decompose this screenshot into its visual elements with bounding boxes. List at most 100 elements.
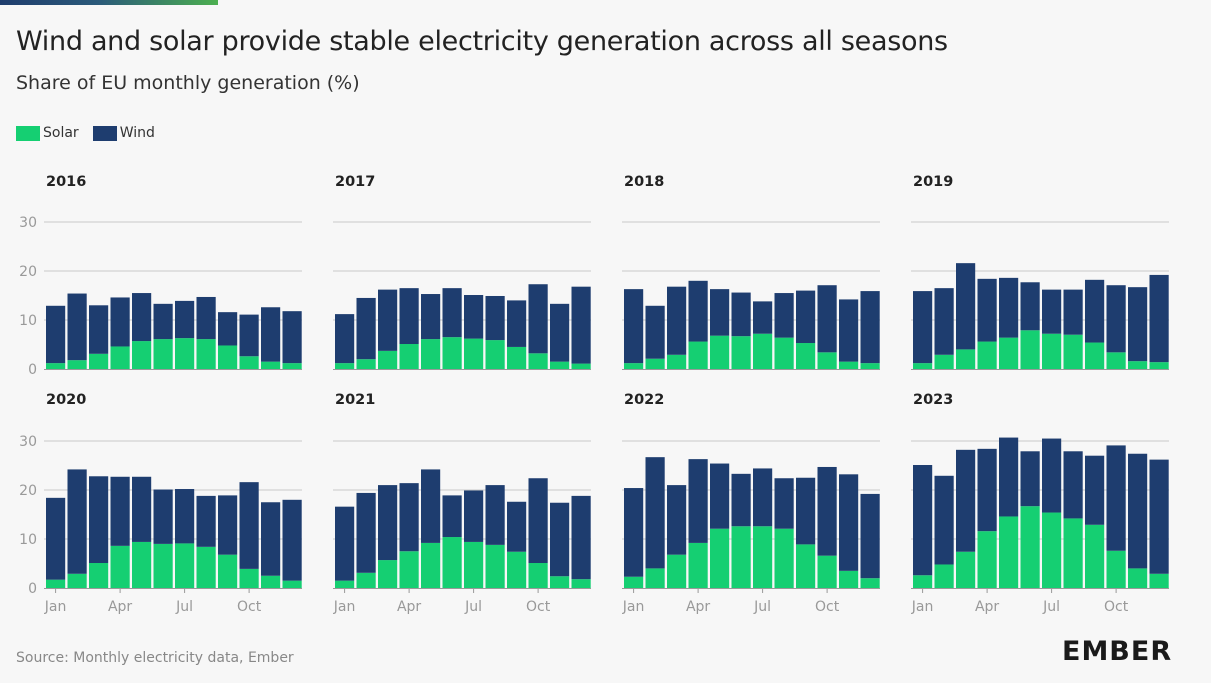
bar-solar	[860, 363, 880, 369]
bar-solar	[282, 580, 302, 588]
bar-solar	[956, 551, 976, 588]
bar-wind	[356, 492, 376, 573]
bar-wind	[710, 289, 730, 336]
bar-solar	[218, 345, 238, 369]
y-tick-label: 30	[19, 215, 37, 231]
bar-wind	[999, 437, 1019, 517]
bar-wind	[956, 263, 976, 350]
bar-wind	[839, 474, 859, 571]
bar-solar	[1085, 342, 1105, 369]
bar-solar	[796, 544, 816, 588]
bar-wind	[421, 294, 441, 340]
bar-solar	[999, 516, 1019, 588]
bar-solar	[774, 528, 794, 588]
bar-wind	[571, 495, 591, 580]
bar-wind	[356, 297, 376, 360]
x-tick-label: Oct	[815, 599, 840, 615]
bar-solar	[378, 350, 398, 369]
bar-solar	[239, 356, 259, 369]
bar-solar	[1149, 573, 1169, 588]
bar-solar	[1020, 506, 1040, 588]
bar-solar	[442, 337, 462, 369]
y-tick-label: 0	[28, 362, 37, 378]
bar-wind	[399, 288, 419, 345]
x-tick-label: Jul	[464, 599, 482, 615]
bar-solar	[710, 335, 730, 369]
bar-wind	[667, 286, 687, 355]
y-tick-label: 20	[19, 264, 37, 280]
bar-wind	[485, 485, 505, 545]
bar-wind	[731, 292, 751, 337]
bar-solar	[421, 542, 441, 588]
bar-solar	[378, 560, 398, 588]
bar-wind	[1128, 287, 1148, 362]
bar-wind	[46, 305, 66, 364]
x-tick-label: Apr	[108, 599, 132, 615]
bar-solar	[132, 341, 152, 369]
bar-solar	[550, 361, 570, 369]
bar-wind	[753, 301, 773, 334]
bar-solar	[67, 573, 87, 588]
panel-year-label: 2017	[335, 174, 375, 190]
panel-year-label: 2022	[624, 392, 664, 408]
bar-wind	[335, 314, 355, 364]
x-tick-label: Oct	[237, 599, 262, 615]
bar-solar	[399, 551, 419, 588]
bar-wind	[132, 476, 152, 542]
bar-solar	[132, 541, 152, 588]
y-tick-label: 10	[19, 532, 37, 548]
bar-solar	[624, 363, 644, 369]
x-tick-label: Oct	[1104, 599, 1129, 615]
bar-solar	[507, 346, 527, 369]
bar-wind	[378, 289, 398, 351]
bar-solar	[731, 526, 751, 588]
bar-solar	[1128, 568, 1148, 588]
chart-subtitle: Share of EU monthly generation (%)	[16, 72, 360, 94]
bar-solar	[688, 341, 708, 369]
bar-solar	[1020, 330, 1040, 369]
x-tick-label: Apr	[975, 599, 999, 615]
bar-wind	[1020, 282, 1040, 331]
bar-wind	[956, 449, 976, 552]
bar-wind	[1042, 438, 1062, 513]
bar-wind	[999, 277, 1019, 338]
bar-solar	[261, 575, 281, 588]
bar-wind	[913, 465, 933, 576]
panel-year-label: 2020	[46, 392, 86, 408]
bar-solar	[645, 358, 665, 369]
bar-solar	[442, 537, 462, 588]
panel-year-label: 2016	[46, 174, 86, 190]
bar-wind	[218, 495, 238, 555]
legend-label-wind: Wind	[119, 125, 155, 141]
bar-wind	[977, 448, 997, 532]
x-tick-label: Jan	[622, 599, 645, 615]
bar-solar	[667, 554, 687, 588]
bar-wind	[239, 482, 259, 569]
bar-wind	[507, 501, 527, 552]
bar-solar	[817, 352, 837, 369]
bar-wind	[67, 293, 87, 361]
bar-wind	[442, 495, 462, 538]
bar-solar	[1128, 361, 1148, 369]
bar-solar	[1085, 524, 1105, 588]
bar-wind	[550, 303, 570, 362]
bar-wind	[645, 457, 665, 569]
bar-wind	[731, 473, 751, 527]
bar-wind	[550, 502, 570, 577]
legend-item-wind: Wind	[92, 125, 155, 141]
bar-solar	[571, 363, 591, 369]
bar-solar	[528, 353, 548, 369]
bar-solar	[153, 339, 173, 369]
bar-wind	[110, 476, 130, 546]
y-tick-label: 0	[28, 581, 37, 597]
bar-solar	[153, 543, 173, 588]
accent-bar	[0, 0, 218, 5]
bar-solar	[774, 337, 794, 369]
bar-solar	[624, 576, 644, 588]
bar-wind	[624, 289, 644, 364]
bar-wind	[175, 300, 195, 339]
bar-solar	[688, 542, 708, 588]
bar-wind	[218, 312, 238, 346]
bar-solar	[796, 343, 816, 369]
bar-wind	[1020, 451, 1040, 507]
